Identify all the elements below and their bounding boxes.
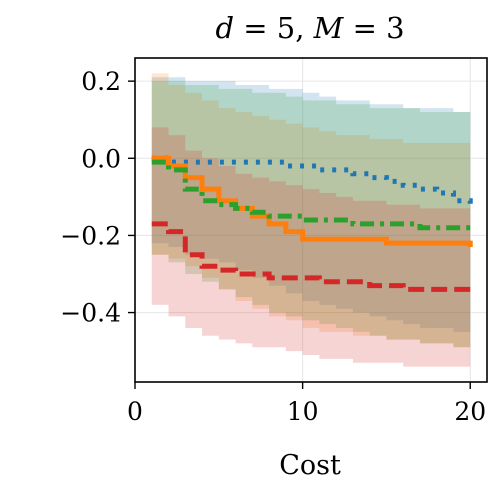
series-4-band — [151, 127, 471, 367]
series-4-line — [151, 221, 471, 292]
series-1-line — [151, 155, 473, 209]
y-tick-label: 0.0 — [81, 144, 121, 173]
plot-frame — [134, 57, 488, 383]
ticks: 0 10 20 0.2 0.0 −0.2 −0.4 — [60, 67, 486, 426]
series-2-line — [151, 155, 473, 247]
series-lines — [151, 155, 473, 292]
confidence-bands — [151, 73, 471, 367]
y-tick-label: −0.4 — [60, 299, 121, 328]
x-tick-label: 20 — [454, 397, 486, 426]
x-tick-label: 0 — [127, 397, 143, 426]
series-2-band — [151, 73, 471, 348]
series-1-band — [151, 77, 471, 332]
x-tick-label: 10 — [287, 397, 319, 426]
grid — [134, 58, 487, 382]
x-axis-title: Cost — [279, 450, 341, 481]
y-tick-label: 0.2 — [81, 67, 121, 96]
series-3-band — [151, 81, 471, 348]
chart-title: d = 5, M = 3 — [215, 11, 404, 45]
y-tick-label: −0.2 — [60, 221, 121, 250]
